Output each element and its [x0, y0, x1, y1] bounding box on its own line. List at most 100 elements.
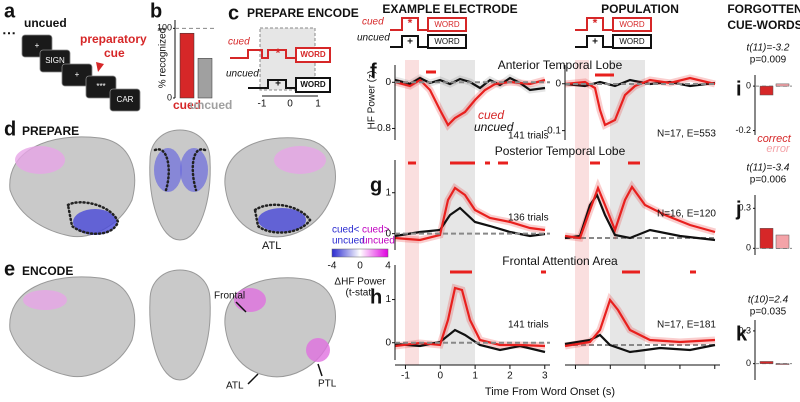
- activation: [306, 338, 330, 362]
- bar: [759, 85, 774, 96]
- y-tick-label: 0: [385, 337, 391, 348]
- x-axis-label: Time From Word Onset (s): [485, 386, 615, 398]
- bar: [759, 228, 774, 249]
- y-tick-label: 1: [385, 187, 391, 198]
- arrow: [247, 373, 259, 385]
- uncued-timeline: [575, 35, 613, 48]
- screen-text: +: [75, 70, 80, 79]
- tick-label: 0: [287, 99, 293, 110]
- word-box: [295, 77, 331, 93]
- x-tick-label: 3: [542, 371, 548, 382]
- colorbar: [331, 248, 389, 258]
- cue-symbol: *: [276, 46, 281, 60]
- panel-label: a: [4, 0, 16, 22]
- column-title: EXAMPLE ELECTRODE: [382, 2, 517, 16]
- word: WORD: [434, 20, 460, 29]
- bar: [775, 363, 790, 365]
- legend-entry: uncued: [474, 120, 514, 134]
- word: WORD: [300, 80, 326, 89]
- y-tick-label: 0: [746, 243, 751, 253]
- word-box: [612, 17, 652, 32]
- x-tick-label: 1: [472, 371, 478, 382]
- y-tick-label: -0.2: [735, 125, 751, 135]
- stat-p: p=0.006: [750, 175, 787, 186]
- y-tick-label: 0: [555, 78, 561, 89]
- uncued-timeline: [248, 79, 296, 89]
- uncued-trace: [564, 192, 716, 242]
- word: WORD: [300, 50, 326, 59]
- y-tick-label: -0.1: [544, 125, 562, 136]
- region-label: Frontal: [214, 291, 245, 302]
- bar: [759, 361, 774, 364]
- word: WORD: [619, 20, 645, 29]
- uncued-timeline: [390, 35, 428, 48]
- colorbar-tick: 0: [357, 261, 363, 272]
- brain-ventral: [149, 269, 211, 381]
- cued-timeline: [575, 17, 613, 31]
- y-tick-label: 0: [746, 80, 751, 90]
- cued-trace: [564, 297, 716, 348]
- screen: [61, 63, 93, 87]
- cue-symbol: +: [407, 37, 413, 48]
- activation: [15, 146, 65, 174]
- cue-symbol: +: [592, 37, 598, 48]
- y-tick-label: 0: [167, 92, 172, 102]
- panel-label: e: [4, 258, 15, 280]
- region-label: PTL: [318, 379, 337, 390]
- word-shade: [610, 60, 645, 365]
- cue-label: cue: [104, 46, 125, 60]
- region-label: ATL: [262, 240, 281, 252]
- y-tick-label: 0: [385, 77, 391, 88]
- bar: [775, 83, 790, 87]
- cued-trace: [394, 186, 546, 242]
- y-tick-label: 100: [157, 23, 172, 33]
- stat-p: p=0.035: [750, 307, 787, 318]
- legend-entry: cued: [478, 108, 504, 122]
- cue-symbol: *: [593, 16, 598, 30]
- word-box: [427, 17, 467, 32]
- sample-size: N=17, E=181: [657, 320, 716, 331]
- row-label: uncued: [226, 69, 259, 80]
- trial-count: 141 trials: [508, 131, 549, 142]
- activation: [258, 208, 306, 232]
- category-label: cued: [173, 98, 201, 112]
- y-tick-label: 0.3: [738, 203, 751, 213]
- row-title: Posterior Temporal Lobe: [495, 144, 626, 158]
- cue-label: preparatory: [80, 32, 147, 46]
- activation: [234, 288, 266, 312]
- row-label: cued: [362, 17, 384, 28]
- region-label: ATL: [226, 381, 244, 392]
- bar: [775, 234, 790, 249]
- legend-low: uncued: [332, 236, 365, 247]
- stat-p: p=0.009: [750, 55, 787, 66]
- panel-label: k: [736, 323, 748, 345]
- x-tick-label: 2: [507, 371, 513, 382]
- column-title: FORGOTTEN: [727, 2, 800, 16]
- trial-count: 141 trials: [508, 320, 549, 331]
- column-title: CUE-WORDS: [727, 18, 800, 32]
- ellipsis: ⋯: [2, 25, 16, 41]
- brain-lateral: [9, 276, 136, 378]
- activation: [73, 209, 117, 235]
- cue-shade: [405, 60, 419, 365]
- panel-label: b: [150, 0, 162, 22]
- region-outline: [153, 148, 207, 192]
- region-outline: [66, 201, 120, 235]
- stat-test: t(11)=-3.2: [747, 43, 790, 54]
- cued-trace: [394, 286, 546, 348]
- word: WORD: [434, 37, 460, 46]
- column-title: POPULATION: [601, 2, 679, 16]
- arrow: [235, 301, 247, 313]
- screen: [109, 88, 141, 112]
- sample-size: N=17, E=553: [657, 129, 716, 140]
- y-tick-label: -0.8: [374, 123, 392, 134]
- sample-size: N=16, E=120: [657, 209, 716, 220]
- cued-timeline: [230, 49, 296, 59]
- cued-trace: [564, 76, 716, 127]
- cue-symbol: *: [408, 16, 413, 30]
- cue-shade: [575, 60, 589, 365]
- panel-label: d: [4, 118, 16, 140]
- y-axis-label: HF Power (z): [367, 71, 378, 130]
- x-tick-label: 0: [437, 371, 443, 382]
